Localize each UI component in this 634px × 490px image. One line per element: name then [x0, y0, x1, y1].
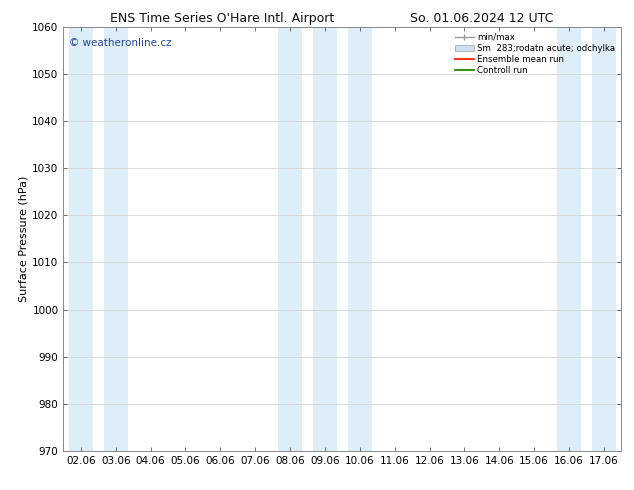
Bar — [103, 27, 128, 451]
Text: © weatheronline.cz: © weatheronline.cz — [69, 38, 172, 48]
Bar — [592, 27, 616, 451]
Bar — [347, 27, 372, 451]
Bar — [278, 27, 302, 451]
Bar — [68, 27, 93, 451]
Legend: min/max, Sm  283;rodatn acute; odchylka, Ensemble mean run, Controll run: min/max, Sm 283;rodatn acute; odchylka, … — [453, 31, 617, 77]
Text: So. 01.06.2024 12 UTC: So. 01.06.2024 12 UTC — [410, 12, 553, 25]
Bar — [313, 27, 337, 451]
Bar — [557, 27, 581, 451]
Text: ENS Time Series O'Hare Intl. Airport: ENS Time Series O'Hare Intl. Airport — [110, 12, 334, 25]
Y-axis label: Surface Pressure (hPa): Surface Pressure (hPa) — [18, 176, 28, 302]
